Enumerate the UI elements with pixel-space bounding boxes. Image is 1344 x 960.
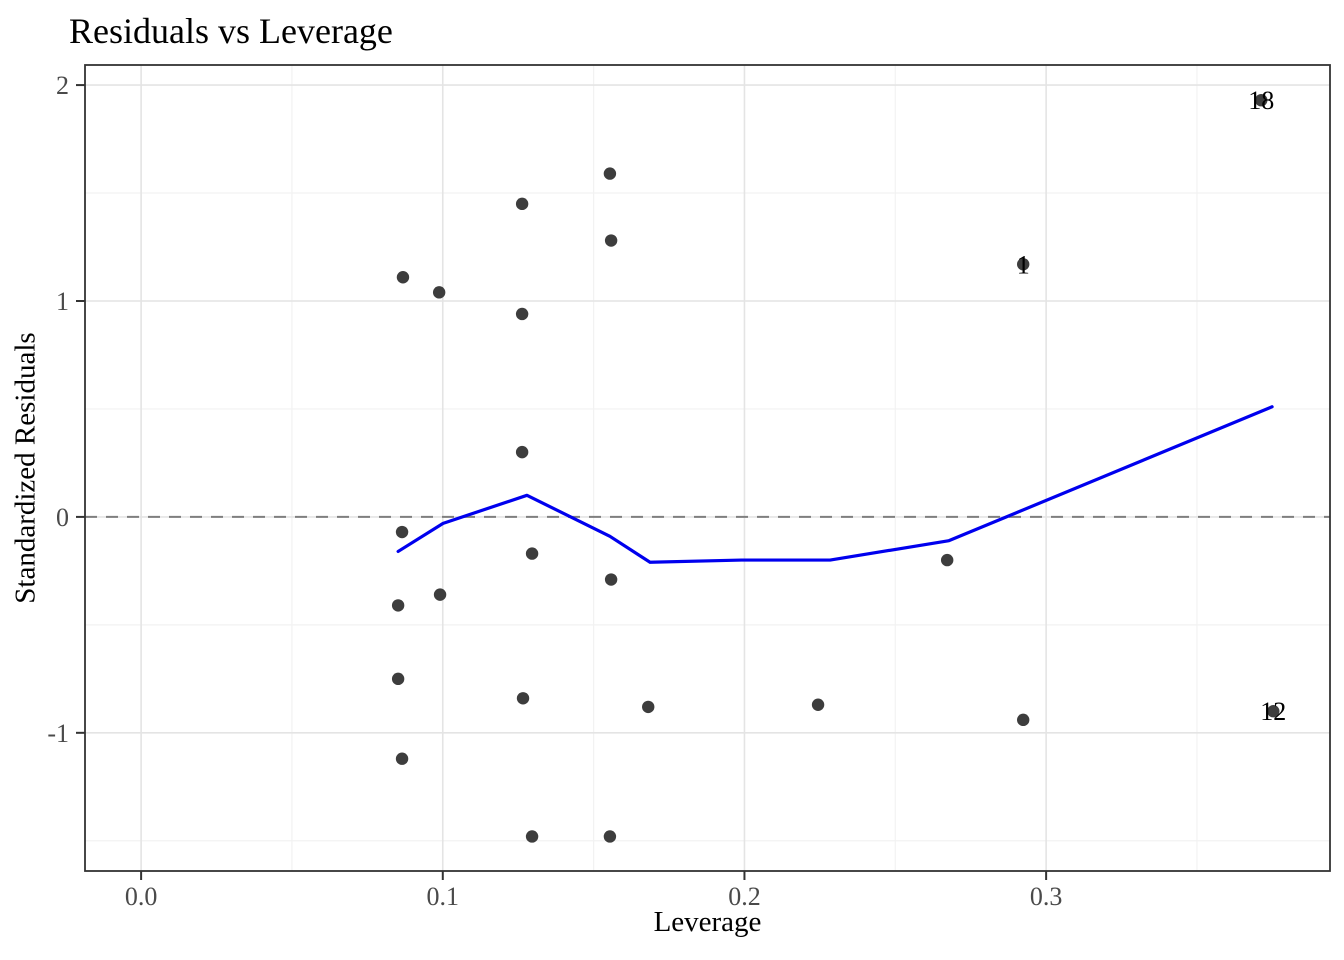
data-point	[525, 547, 539, 560]
y-axis-title: Standardized Residuals	[9, 332, 42, 604]
data-point	[940, 553, 954, 567]
data-point	[603, 830, 617, 843]
data-point	[525, 830, 539, 843]
y-tick-label: 1	[56, 287, 69, 316]
data-point	[395, 752, 409, 765]
data-point	[1267, 705, 1280, 718]
data-point	[811, 698, 825, 711]
y-tick-label: 2	[56, 71, 69, 100]
data-point	[391, 599, 405, 612]
panel-background	[85, 65, 1330, 871]
x-tick-label: 0.0	[125, 882, 158, 911]
data-point	[391, 672, 405, 686]
data-point	[642, 700, 655, 714]
point-label: 1	[1017, 250, 1030, 279]
x-tick-label: 0.1	[427, 882, 460, 911]
data-point	[395, 525, 409, 539]
point-label: 12	[1260, 697, 1286, 726]
smooth-line	[396, 405, 1274, 564]
data-point	[396, 271, 410, 284]
data-point	[433, 588, 447, 601]
data-point	[515, 445, 529, 459]
x-axis-title: Leverage	[653, 906, 762, 938]
y-tick-label: -1	[47, 719, 69, 748]
plot-title: Residuals vs Leverage	[69, 11, 393, 51]
data-point	[1016, 713, 1030, 727]
panel-border	[84, 64, 1331, 872]
y-tick-label: 0	[56, 503, 69, 532]
data-point	[1016, 258, 1030, 271]
point-label: 18	[1248, 86, 1274, 115]
data-point	[603, 167, 617, 180]
data-point	[515, 307, 529, 321]
x-tick-label: 0.3	[1030, 882, 1063, 911]
data-point	[604, 573, 618, 586]
data-point	[432, 286, 446, 299]
data-point	[515, 197, 529, 211]
x-tick-label: 0.2	[728, 882, 761, 911]
data-point	[1255, 93, 1268, 107]
data-point	[516, 692, 530, 705]
data-point	[604, 234, 618, 247]
